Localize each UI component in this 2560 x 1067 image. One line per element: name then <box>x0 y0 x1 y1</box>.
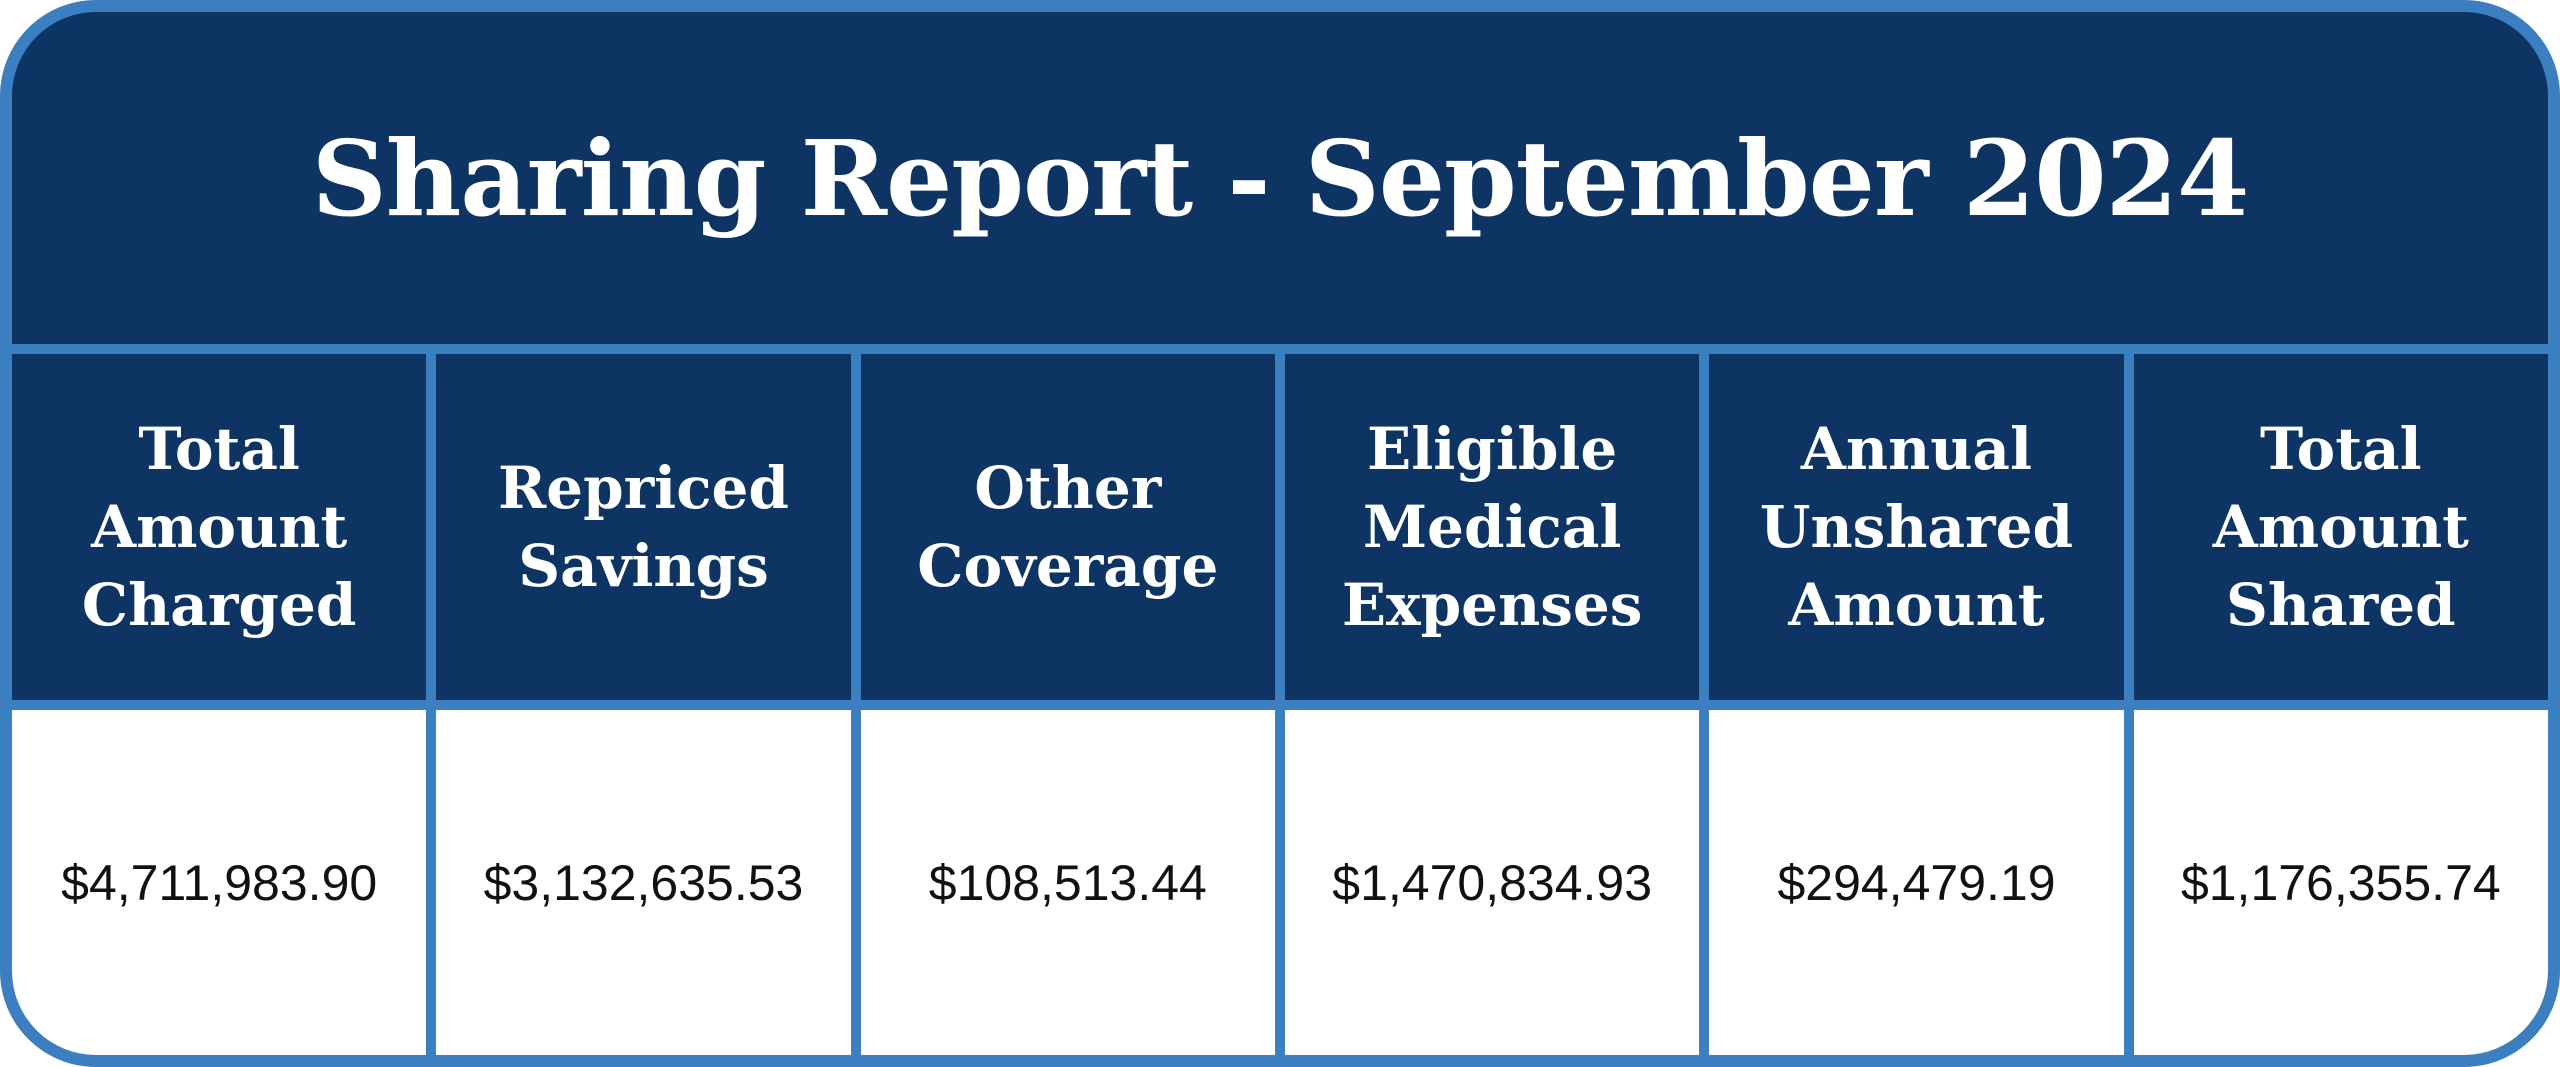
column-header: Repriced Savings <box>436 354 851 700</box>
value-cell: $3,132,635.53 <box>436 710 851 1055</box>
column-header: Total Amount Shared <box>2133 354 2548 700</box>
value-cell: $108,513.44 <box>860 710 1275 1055</box>
column-header: Eligible Medical Expenses <box>1285 354 1700 700</box>
value-cell: $1,176,355.74 <box>2133 710 2548 1055</box>
column-header: Total Amount Charged <box>12 354 427 700</box>
value-cell: $4,711,983.90 <box>12 710 427 1055</box>
column-header: Annual Unshared Amount <box>1709 354 2124 700</box>
column-header: Other Coverage <box>860 354 1275 700</box>
value-cell: $1,470,834.93 <box>1285 710 1700 1055</box>
value-cell: $294,479.19 <box>1709 710 2124 1055</box>
report-title: Sharing Report - September 2024 <box>12 12 2548 344</box>
